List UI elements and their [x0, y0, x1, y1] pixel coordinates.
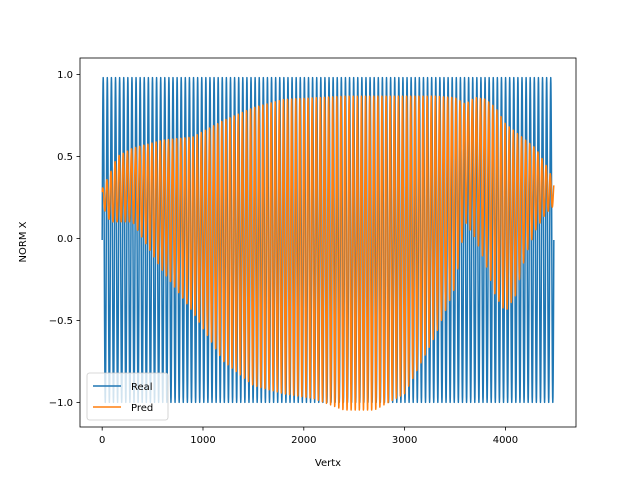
x-tick-label: 3000 [392, 435, 417, 446]
plot-area [101, 76, 555, 411]
y-tick-label: −1.0 [49, 398, 73, 409]
x-tick-label: 0 [99, 435, 105, 446]
legend: Real Pred [86, 372, 169, 421]
y-axis: −1.0 −0.5 0.0 0.5 1.0 [49, 70, 80, 409]
x-axis: 0 1000 2000 3000 4000 [99, 427, 518, 446]
x-tick-label: 2000 [291, 435, 316, 446]
series-line-pred [101, 95, 555, 411]
x-axis-label: Vertx [315, 458, 341, 469]
y-tick-label: 0.0 [57, 234, 73, 245]
y-tick-label: −0.5 [49, 316, 73, 327]
axes-frame [79, 57, 577, 428]
legend-label-real: Real [131, 382, 153, 393]
y-tick-label: 1.0 [57, 70, 73, 81]
y-tick-label: 0.5 [57, 152, 73, 163]
legend-label-pred: Pred [131, 403, 153, 414]
y-axis-label: NORM X [18, 221, 29, 262]
x-tick-label: 4000 [493, 435, 518, 446]
legend-frame [86, 372, 169, 421]
x-tick-label: 1000 [190, 435, 215, 446]
